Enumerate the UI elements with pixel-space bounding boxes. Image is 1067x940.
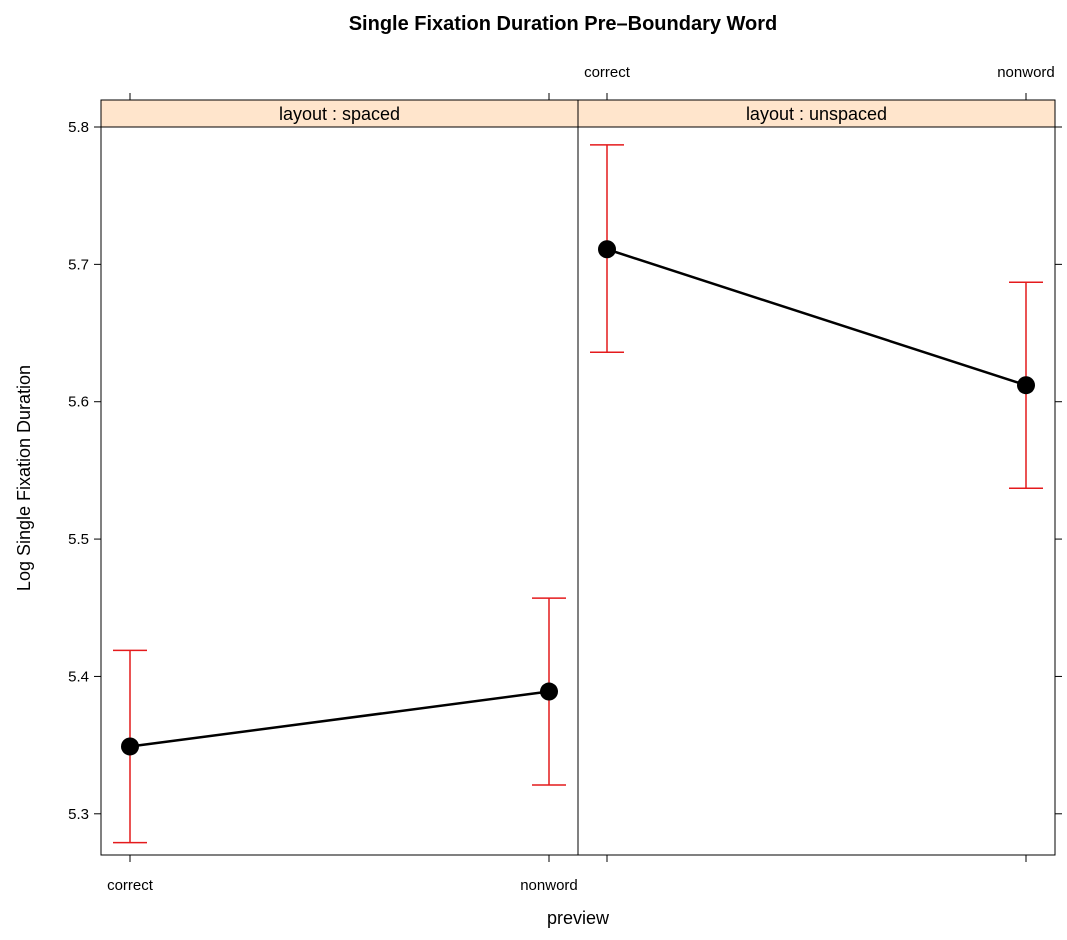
- series-line: [606, 248, 1027, 387]
- strip-label: layout : unspaced: [746, 104, 887, 124]
- y-tick-label: 5.4: [68, 668, 89, 685]
- y-tick-label: 5.3: [68, 806, 89, 823]
- panel-frame-1: [100, 126, 579, 856]
- x-tick-label: nonword: [520, 877, 578, 894]
- x-tick-label: nonword: [997, 64, 1055, 81]
- y-tick-label: 5.6: [68, 394, 89, 411]
- panels: 5.3 5.4 5.5 5.6 5.7 5.8 layout : spaced correct…: [68, 64, 1062, 894]
- x-tick-label: correct: [107, 877, 154, 894]
- data-point: [121, 737, 139, 756]
- data-point: [598, 240, 616, 259]
- chart-title: Single Fixation Duration Pre–Boundary Wo…: [349, 13, 778, 35]
- strip-label: layout : spaced: [279, 104, 400, 124]
- x-axis-label: preview: [547, 908, 610, 928]
- data-point: [1017, 376, 1035, 395]
- y-tick-label: 5.7: [68, 256, 89, 273]
- series-line: [129, 690, 550, 748]
- y-tick-label: 5.5: [68, 531, 89, 548]
- y-axis-label: Log Single Fixation Duration: [14, 365, 34, 591]
- panel-frame-2: [577, 126, 1056, 856]
- data-point: [540, 682, 558, 701]
- strip-1: [100, 99, 579, 128]
- y-tick-label: 5.8: [68, 119, 89, 136]
- x-tick-label: correct: [584, 64, 631, 81]
